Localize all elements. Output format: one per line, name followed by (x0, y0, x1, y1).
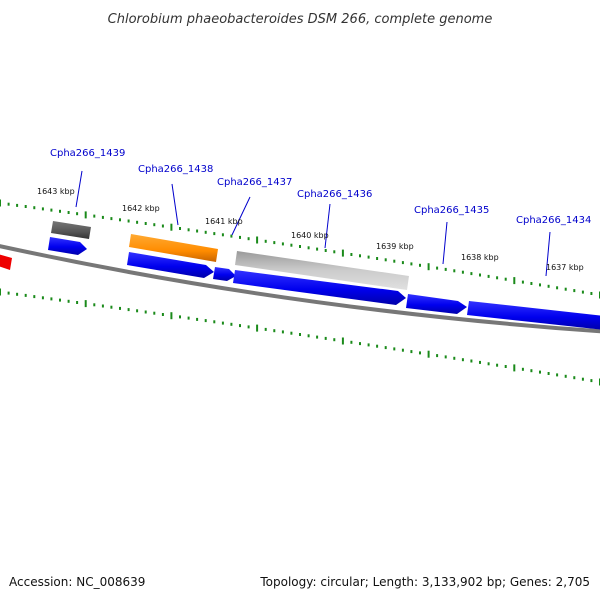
leader-line-cpha266-1437 (231, 196, 251, 236)
gene-label-cpha266-1438[interactable]: Cpha266_1438 (138, 164, 213, 175)
gene-cpha266-1436[interactable] (235, 251, 409, 290)
genome-backbone (0, 244, 600, 334)
outer-scale-ticks (0, 199, 600, 299)
leader-line-cpha266-1436 (324, 203, 331, 249)
gene-cpha266-1438[interactable] (129, 234, 218, 262)
gene-label-cpha266-1435[interactable]: Cpha266_1435 (414, 205, 489, 216)
leader-line-cpha266-1438 (171, 183, 179, 226)
scale-label-1638-kbp: 1638 kbp (461, 253, 499, 262)
scale-label-1642-kbp: 1642 kbp (122, 204, 160, 213)
scale-label-1639-kbp: 1639 kbp (376, 242, 414, 251)
gene-label-cpha266-1434[interactable]: Cpha266_1434 (516, 215, 591, 226)
gene-label-cpha266-1436[interactable]: Cpha266_1436 (297, 189, 372, 200)
cds-arrow-6[interactable] (467, 301, 600, 330)
gene-cpha266-1439[interactable] (51, 221, 91, 239)
leader-line-cpha266-1435 (442, 221, 448, 265)
cds-arrow-1[interactable] (48, 237, 87, 255)
cds-arrow-3[interactable] (213, 267, 236, 281)
genome-summary-text: Topology: circular; Length: 3,133,902 bp… (259, 575, 590, 589)
gene-label-cpha266-1439[interactable]: Cpha266_1439 (50, 148, 125, 159)
scale-label-1640-kbp: 1640 kbp (291, 231, 329, 240)
gene-label-cpha266-1437[interactable]: Cpha266_1437 (217, 177, 292, 188)
leader-line-cpha266-1439 (75, 170, 83, 208)
cds-arrow-5[interactable] (406, 294, 467, 314)
red-feature (0, 254, 12, 270)
scale-label-1637-kbp: 1637 kbp (546, 263, 584, 272)
inner-scale-ticks (0, 288, 600, 386)
label-leader-lines (75, 170, 551, 277)
scale-label-1641-kbp: 1641 kbp (205, 217, 243, 226)
map-title: Chlorobium phaeobacteroides DSM 266, com… (108, 12, 493, 27)
leader-line-cpha266-1434 (545, 231, 551, 277)
cds-arrow-2[interactable] (127, 252, 214, 278)
scale-label-1643-kbp: 1643 kbp (37, 187, 75, 196)
accession-text: Accession: NC_008639 (9, 575, 145, 589)
cds-arrow-4[interactable] (233, 270, 406, 305)
